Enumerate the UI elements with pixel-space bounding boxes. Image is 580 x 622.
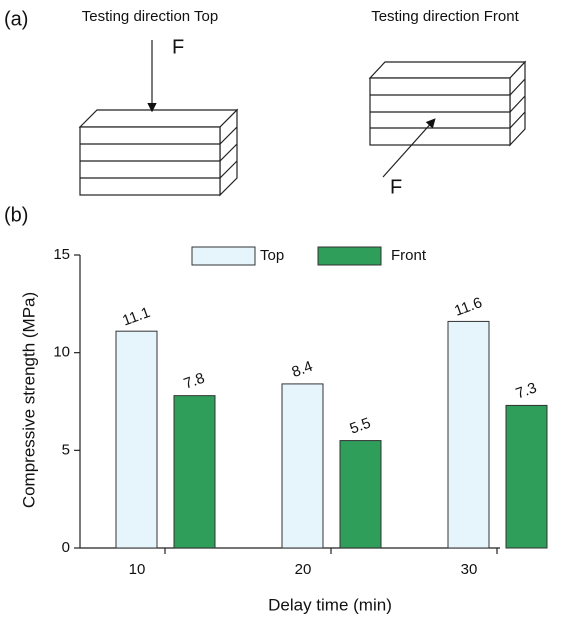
y-tick-label: 0	[62, 539, 70, 556]
bar	[447, 320, 490, 549]
panel-label: (b)	[4, 204, 28, 226]
y-axis-label: Compressive strength (MPa)	[19, 292, 38, 508]
legend-swatch	[191, 246, 256, 266]
force-label: F	[172, 36, 184, 58]
x-axis-label: Delay time (min)	[268, 595, 392, 614]
bar	[281, 383, 324, 549]
value-label: 11.6	[452, 294, 484, 320]
y-tick-label: 10	[53, 344, 70, 361]
legend-swatch	[317, 246, 382, 266]
x-tick-label: 20	[295, 561, 312, 578]
bar	[115, 330, 158, 549]
bar	[173, 395, 216, 549]
value-label: 11.1	[120, 304, 152, 330]
y-tick-label: 5	[62, 441, 70, 458]
x-tick-label: 30	[461, 561, 478, 578]
legend-label: Front	[391, 247, 427, 264]
diagram-title: Testing direction Top	[82, 8, 218, 25]
value-label: 5.5	[348, 415, 373, 438]
value-label: 7.8	[182, 370, 207, 393]
value-label: 8.4	[290, 358, 315, 381]
y-tick-label: 15	[53, 246, 70, 263]
bar	[505, 404, 548, 549]
left-block	[78, 40, 239, 197]
x-tick-label: 10	[129, 561, 146, 578]
bar	[339, 440, 382, 549]
right-block	[368, 60, 527, 178]
force-label: F	[390, 176, 402, 198]
diagram-title: Testing direction Front	[371, 8, 519, 25]
panel-label: (a)	[4, 8, 28, 30]
value-label: 7.3	[514, 379, 539, 402]
legend-label: Top	[260, 247, 284, 264]
